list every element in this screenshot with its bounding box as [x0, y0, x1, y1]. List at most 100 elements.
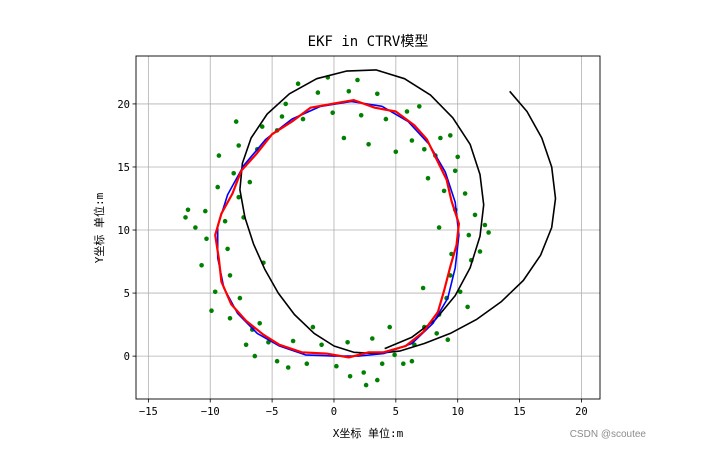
measurement-point	[203, 208, 208, 214]
measurement-point	[462, 191, 468, 196]
measurement-point	[358, 113, 364, 118]
measurement-point	[347, 374, 353, 379]
measurement-point	[300, 116, 306, 122]
measurement-point	[472, 212, 478, 218]
measurement-point	[477, 249, 483, 254]
measurement-point	[225, 246, 230, 252]
measurement-point	[199, 263, 204, 268]
measurement-point	[361, 370, 367, 375]
y-tick-label: 5	[124, 288, 130, 300]
measurement-point	[257, 321, 263, 326]
measurement-point	[259, 124, 265, 129]
plot-frame	[135, 55, 601, 400]
measurement-point	[417, 104, 422, 109]
measurement-point	[438, 135, 443, 141]
y-tick-label: 15	[117, 162, 130, 174]
measurement-point	[319, 342, 324, 348]
measurement-point	[183, 215, 188, 220]
y-tick-label: 0	[124, 351, 130, 363]
measurement-point	[204, 236, 209, 242]
y-axis-label: Y坐标 单位:m	[92, 192, 106, 263]
y-tick-label: 20	[117, 99, 130, 111]
series-line-1	[216, 100, 460, 357]
measurement-point	[486, 230, 491, 235]
measurement-point	[279, 114, 285, 119]
measurement-point	[445, 337, 451, 343]
x-tick-label: −15	[139, 406, 158, 418]
chart-title: EKF in CTRV模型	[308, 34, 429, 50]
measurement-point	[222, 218, 228, 224]
measurement-point	[274, 358, 280, 364]
measurement-point	[383, 116, 389, 122]
measurement-point	[290, 338, 296, 344]
watermark: CSDN @scoutee	[569, 429, 646, 440]
measurement-point	[393, 149, 399, 155]
measurement-point	[363, 382, 369, 388]
measurement-point	[455, 154, 461, 160]
measurement-point	[392, 352, 397, 358]
measurement-point	[482, 222, 488, 228]
measurement-point	[237, 295, 243, 301]
measurement-point	[243, 342, 249, 348]
measurement-point	[387, 324, 393, 330]
measurement-point	[422, 147, 427, 152]
measurement-point	[457, 289, 463, 295]
measurement-point	[346, 89, 352, 94]
measurement-point	[409, 358, 415, 364]
ticks: −15 −10 −5 0 5 10 15 20 0 5 10 15 20	[117, 99, 587, 418]
measurement-point	[370, 336, 375, 341]
measurement-point	[212, 289, 218, 295]
measurement-point	[236, 143, 241, 148]
measurement-point	[334, 363, 339, 369]
measurement-point	[375, 91, 380, 97]
x-tick-label: 15	[513, 406, 526, 418]
measurement-point	[330, 110, 336, 115]
y-tick-label: 10	[117, 225, 130, 237]
measurement-point	[401, 361, 406, 367]
measurement-point	[420, 285, 426, 291]
measurement-point	[366, 142, 371, 147]
measurement-point	[304, 361, 310, 367]
measurement-point	[227, 316, 233, 321]
measurement-point	[233, 119, 239, 124]
measurement-point	[285, 365, 291, 370]
measurement-point	[425, 176, 431, 181]
measurement-point	[466, 232, 472, 238]
measurement-point	[341, 135, 347, 141]
measurement-point	[345, 340, 350, 345]
series-line-0	[239, 69, 557, 355]
measurement-point	[375, 377, 380, 383]
measurement-point	[441, 188, 447, 194]
x-tick-label: 0	[331, 406, 337, 418]
measurement-point	[216, 153, 222, 158]
measurement-point	[283, 101, 289, 107]
series-line-2	[214, 99, 460, 359]
measurement-point	[215, 184, 220, 190]
x-axis-label: X坐标 单位:m	[333, 426, 404, 440]
measurement-point	[404, 109, 410, 114]
measurement-point	[355, 77, 360, 83]
measurement-point	[452, 168, 458, 174]
measurement-point	[295, 81, 301, 86]
measurement-point	[448, 133, 453, 138]
measurement-point	[185, 207, 191, 213]
measurement-point	[434, 331, 440, 336]
measurement-point	[409, 138, 415, 143]
measurement-point	[465, 304, 470, 310]
measurement-point	[379, 361, 385, 367]
measurement-point	[252, 353, 258, 359]
measurement-point	[231, 171, 236, 176]
x-tick-label: 20	[575, 406, 588, 418]
measurement-point	[227, 273, 233, 278]
measurement-point	[209, 308, 214, 314]
x-tick-label: 5	[393, 406, 399, 418]
series-layer	[183, 69, 557, 388]
measurement-point	[436, 225, 442, 230]
plot-area	[136, 56, 600, 399]
measurement-point	[310, 324, 316, 330]
measurement-point	[247, 179, 253, 185]
measurement-point	[236, 194, 241, 200]
x-tick-label: −5	[266, 406, 279, 418]
x-tick-label: −10	[201, 406, 220, 418]
